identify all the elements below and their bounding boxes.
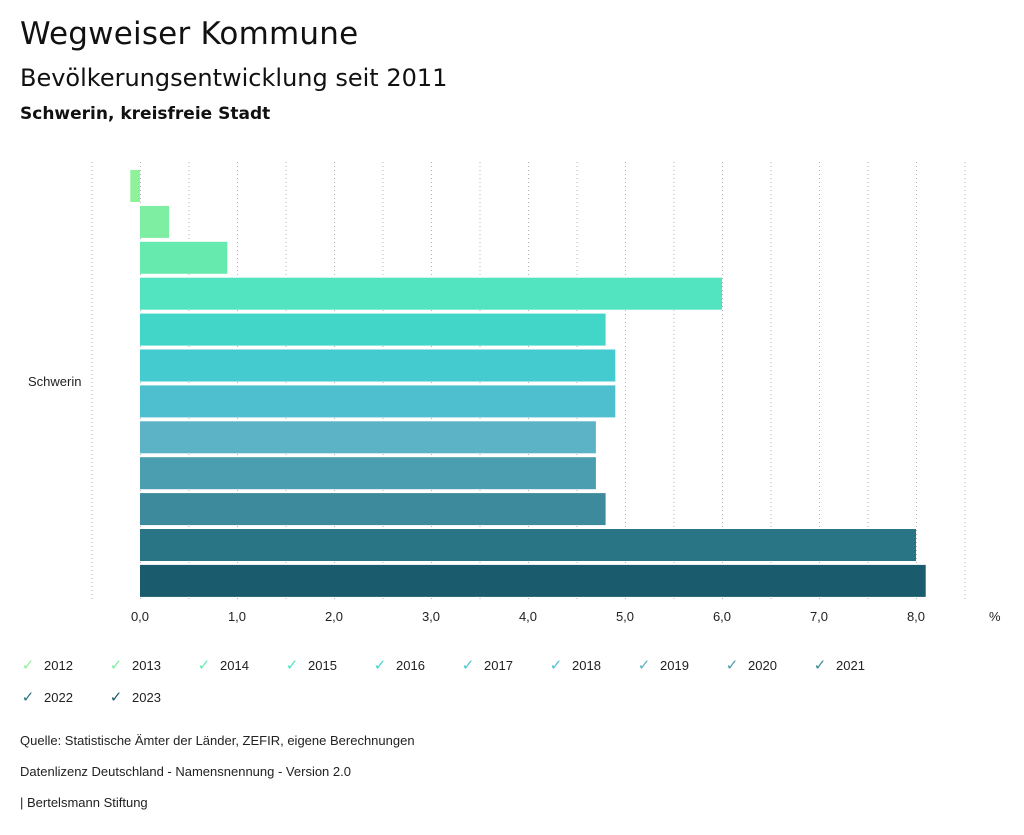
legend-label: 2014	[220, 658, 249, 673]
legend-item-2013[interactable]: ✓ 2013	[108, 658, 161, 673]
x-axis: 0,0 1,0 2,0 3,0 4,0 5,0 6,0 7,0 8,0	[131, 609, 925, 624]
license-note: Datenlizenz Deutschland - Namensnennung …	[20, 764, 351, 779]
legend-item-2016[interactable]: ✓ 2016	[372, 658, 425, 673]
legend-label: 2018	[572, 658, 601, 673]
grid-lines	[91, 162, 966, 602]
checkmark-icon: ✓	[109, 689, 123, 706]
bar-2013[interactable]	[140, 205, 170, 238]
checkmark-icon: ✓	[461, 657, 475, 674]
legend-item-2021[interactable]: ✓ 2021	[812, 658, 865, 673]
legend-label: 2019	[660, 658, 689, 673]
legend-item-2020[interactable]: ✓ 2020	[724, 658, 777, 673]
x-tick-label: 3,0	[422, 609, 440, 624]
legend-item-2018[interactable]: ✓ 2018	[548, 658, 601, 673]
x-tick-label: 6,0	[713, 609, 731, 624]
legend-label: 2023	[132, 690, 161, 705]
legend-item-2023[interactable]: ✓ 2023	[108, 690, 161, 705]
checkmark-icon: ✓	[285, 657, 299, 674]
legend-label: 2020	[748, 658, 777, 673]
bar-2023[interactable]	[140, 564, 926, 597]
legend-item-2015[interactable]: ✓ 2015	[284, 658, 337, 673]
legend-item-2017[interactable]: ✓ 2017	[460, 658, 513, 673]
region-label: Schwerin, kreisfreie Stadt	[20, 104, 271, 124]
checkmark-icon: ✓	[549, 657, 563, 674]
checkmark-icon: ✓	[373, 657, 387, 674]
x-tick-label: 1,0	[228, 609, 246, 624]
checkmark-icon: ✓	[725, 657, 739, 674]
bar-2012[interactable]	[130, 170, 140, 202]
bar-2022[interactable]	[140, 529, 916, 561]
legend-label: 2013	[132, 658, 161, 673]
chart-subtitle: Bevölkerungsentwicklung seit 2011	[20, 64, 448, 92]
checkmark-icon: ✓	[21, 689, 35, 706]
chart-title: Wegweiser Kommune	[20, 16, 359, 52]
checkmark-icon: ✓	[197, 657, 211, 674]
bar-chart: 0,0 1,0 2,0 3,0 4,0 5,0 6,0 7,0 8,0 Schwerin %	[28, 162, 1001, 624]
checkmark-icon: ✓	[21, 657, 35, 674]
brand-note: | Bertelsmann Stiftung	[20, 795, 148, 810]
legend-label: 2021	[836, 658, 865, 673]
bar-2016[interactable]	[140, 313, 606, 346]
bar-2014[interactable]	[140, 241, 228, 274]
legend-label: 2017	[484, 658, 513, 673]
legend-label: 2012	[44, 658, 73, 673]
bar-2021[interactable]	[140, 493, 606, 526]
x-tick-label: 0,0	[131, 609, 149, 624]
bar-2019[interactable]	[140, 421, 596, 454]
legend-label: 2016	[396, 658, 425, 673]
x-tick-label: 4,0	[519, 609, 537, 624]
legend-item-2022[interactable]: ✓ 2022	[20, 690, 73, 705]
x-axis-unit: %	[989, 609, 1001, 624]
bar-2017[interactable]	[140, 349, 616, 382]
bar-2020[interactable]	[140, 457, 596, 490]
source-note: Quelle: Statistische Ämter der Länder, Z…	[20, 733, 415, 748]
legend-label: 2015	[308, 658, 337, 673]
bar-2015[interactable]	[140, 277, 722, 310]
checkmark-icon: ✓	[109, 657, 123, 674]
checkmark-icon: ✓	[637, 657, 651, 674]
legend-item-2019[interactable]: ✓ 2019	[636, 658, 689, 673]
legend-item-2014[interactable]: ✓ 2014	[196, 658, 249, 673]
x-tick-label: 2,0	[325, 609, 343, 624]
category-label: Schwerin	[28, 374, 81, 389]
legend-item-2012[interactable]: ✓ 2012	[20, 658, 73, 673]
checkmark-icon: ✓	[813, 657, 827, 674]
x-tick-label: 5,0	[616, 609, 634, 624]
x-tick-label: 7,0	[810, 609, 828, 624]
x-tick-label: 8,0	[907, 609, 925, 624]
bar-2018[interactable]	[140, 385, 616, 418]
legend-label: 2022	[44, 690, 73, 705]
bars	[130, 170, 926, 597]
